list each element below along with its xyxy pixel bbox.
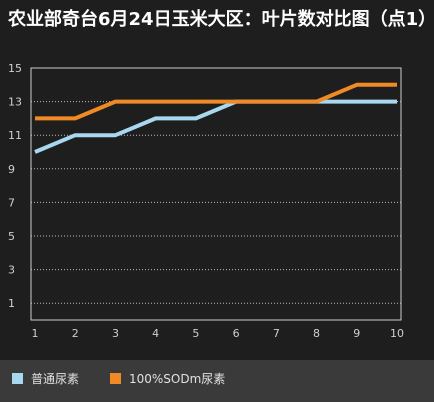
x-tick-label-1: 1: [32, 327, 39, 340]
y-tick-label-9: 9: [8, 163, 15, 176]
y-tick-label-11: 11: [8, 129, 22, 142]
y-tick-label-5: 5: [8, 230, 15, 243]
y-tick-label-7: 7: [8, 196, 15, 209]
x-tick-label-8: 8: [313, 327, 320, 340]
series-line-1: [34, 99, 397, 154]
legend-label-series-2: 100%SODm尿素: [129, 371, 226, 386]
series-layer: [34, 82, 397, 154]
legend-item-series-2[interactable]: 100%SODm尿素: [110, 370, 225, 386]
x-tick-label-6: 6: [233, 327, 240, 340]
y-tick-label-13: 13: [8, 96, 22, 109]
legend-item-series-1[interactable]: 普通尿素: [12, 370, 79, 386]
y-tick-label-15: 15: [8, 62, 22, 75]
plot-frame: [30, 67, 402, 321]
x-tick-label-10: 10: [390, 327, 404, 340]
series-line-2: [35, 82, 397, 121]
x-tick-label-7: 7: [273, 327, 280, 340]
x-tick-label-3: 3: [112, 327, 119, 340]
legend-swatch-series-2: [110, 372, 121, 384]
y-tick-label-1: 1: [8, 297, 15, 310]
x-tick-label-9: 9: [353, 327, 360, 340]
x-tick-label-4: 4: [152, 327, 159, 340]
legend: 普通尿素 100%SODm尿素: [0, 360, 434, 402]
y-tick-label-3: 3: [8, 264, 15, 277]
legend-swatch-series-1: [12, 372, 23, 384]
grid-layer: [31, 101, 401, 304]
chart-title: 农业部奇台6月24日玉米大区：叶片数对比图（点1）: [8, 9, 434, 30]
x-axis-ticks: 1 2 3 4 5 6 7 8 9 10: [32, 327, 405, 340]
x-tick-label-2: 2: [72, 327, 79, 340]
legend-label-series-1: 普通尿素: [31, 371, 80, 386]
x-tick-label-5: 5: [192, 327, 199, 340]
